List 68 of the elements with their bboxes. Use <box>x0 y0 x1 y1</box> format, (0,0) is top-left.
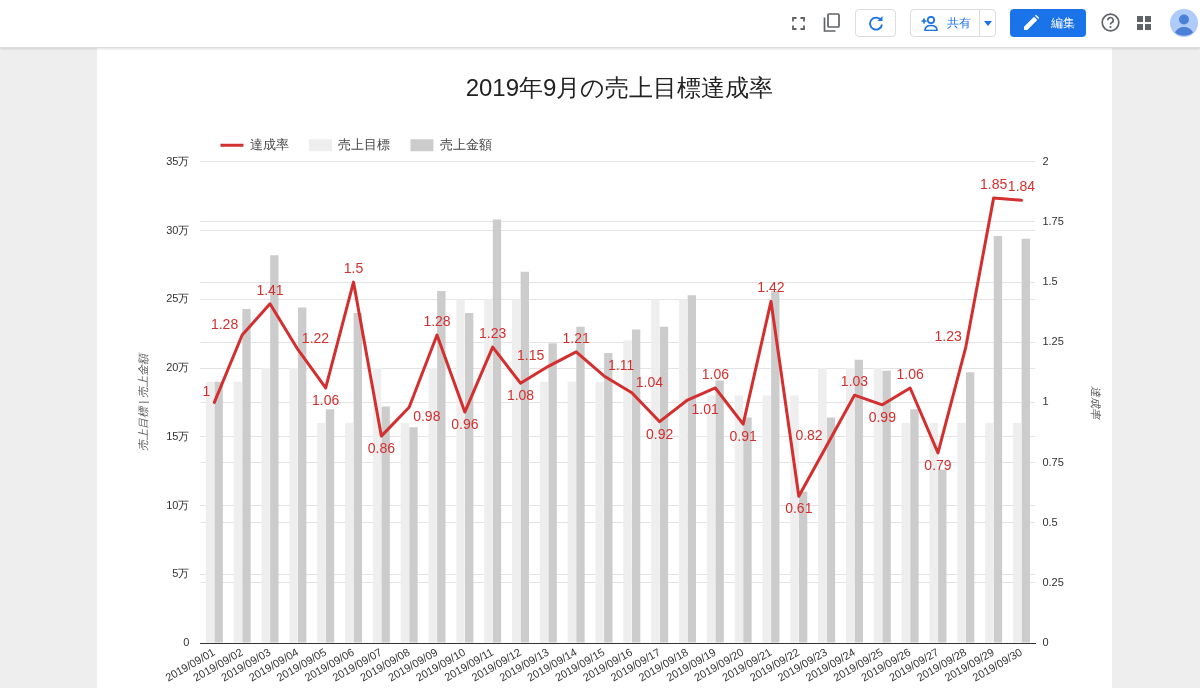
edit-button: 編集 <box>1010 9 1086 37</box>
data-label: 1.01 <box>691 400 719 417</box>
y2-axis-title: 達成率 <box>1090 385 1103 420</box>
data-label: 1.21 <box>562 329 590 346</box>
bar <box>910 409 919 643</box>
y-tick-label: 10万 <box>166 498 190 511</box>
data-label: 1.23 <box>479 324 507 341</box>
data-label: 1.28 <box>210 315 239 332</box>
y2-tick-label: 1.25 <box>1042 335 1064 348</box>
bar <box>965 372 975 643</box>
data-label: 1.23 <box>934 327 963 344</box>
y2-tick-label: 0.25 <box>1042 575 1064 588</box>
data-label: 1.15 <box>517 347 545 364</box>
bar <box>325 409 335 643</box>
bar <box>993 236 1003 643</box>
y-tick-label: 30万 <box>166 223 190 236</box>
data-label: 1.41 <box>256 281 284 298</box>
data-label: 1.03 <box>840 373 869 390</box>
y2-tick-label: 0.5 <box>1042 515 1058 528</box>
y-axis-title: 売上目標 | 売上金額 <box>136 351 149 451</box>
y2-tick-label: 0.75 <box>1042 455 1064 468</box>
bar <box>409 427 418 643</box>
data-label: 1.85 <box>980 175 1008 192</box>
data-label: 1.04 <box>635 373 664 390</box>
data-label: 1 <box>202 383 211 400</box>
y2-tick-label: 1.5 <box>1042 275 1058 288</box>
bar <box>214 381 223 643</box>
data-label: 0.92 <box>646 425 674 442</box>
data-label: 0.82 <box>795 426 823 443</box>
data-label: 1.06 <box>701 365 730 382</box>
bar <box>242 308 251 643</box>
legend-label: 売上金額 <box>439 136 492 152</box>
data-label: 1.22 <box>301 330 330 347</box>
data-label: 0.86 <box>367 439 396 456</box>
data-label: 1.5 <box>343 259 364 276</box>
bar <box>938 469 947 643</box>
y2-tick-label: 1 <box>1042 395 1049 408</box>
legend-label: 売上目標 <box>338 136 391 152</box>
y-tick-label: 5万 <box>172 567 190 580</box>
bar <box>771 291 780 643</box>
bar <box>826 417 836 643</box>
data-label: 0.79 <box>924 456 952 473</box>
data-label: 0.99 <box>868 408 897 425</box>
y2-tick-label: 0 <box>1042 636 1049 649</box>
data-label: 1.84 <box>1007 178 1036 195</box>
y2-tick-label: 2 <box>1042 154 1049 167</box>
bar <box>1021 238 1030 643</box>
legend-label: 達成率 <box>249 136 289 152</box>
y-tick-label: 15万 <box>166 429 190 442</box>
bar <box>353 313 363 643</box>
bar <box>548 343 557 643</box>
data-label: 1.42 <box>757 279 785 296</box>
y-tick-label: 20万 <box>166 361 190 374</box>
data-label: 1.08 <box>506 387 535 404</box>
share-button: 共有 <box>910 9 996 37</box>
y2-tick-label: 1.75 <box>1042 214 1064 227</box>
chart-title: 2019年9月の売上目標達成率 <box>465 74 774 102</box>
data-label: 0.98 <box>413 408 441 425</box>
y-tick-label: 25万 <box>166 292 190 305</box>
data-label: 0.61 <box>785 500 813 517</box>
data-label: 1.06 <box>896 365 924 382</box>
data-label: 0.91 <box>729 427 757 444</box>
data-label: 1.06 <box>312 391 340 408</box>
y-tick-label: 0 <box>183 636 190 649</box>
data-label: 1.11 <box>607 356 635 373</box>
data-label: 0.96 <box>451 415 479 432</box>
y-tick-label: 35万 <box>166 154 190 167</box>
data-label: 1.28 <box>423 312 451 329</box>
